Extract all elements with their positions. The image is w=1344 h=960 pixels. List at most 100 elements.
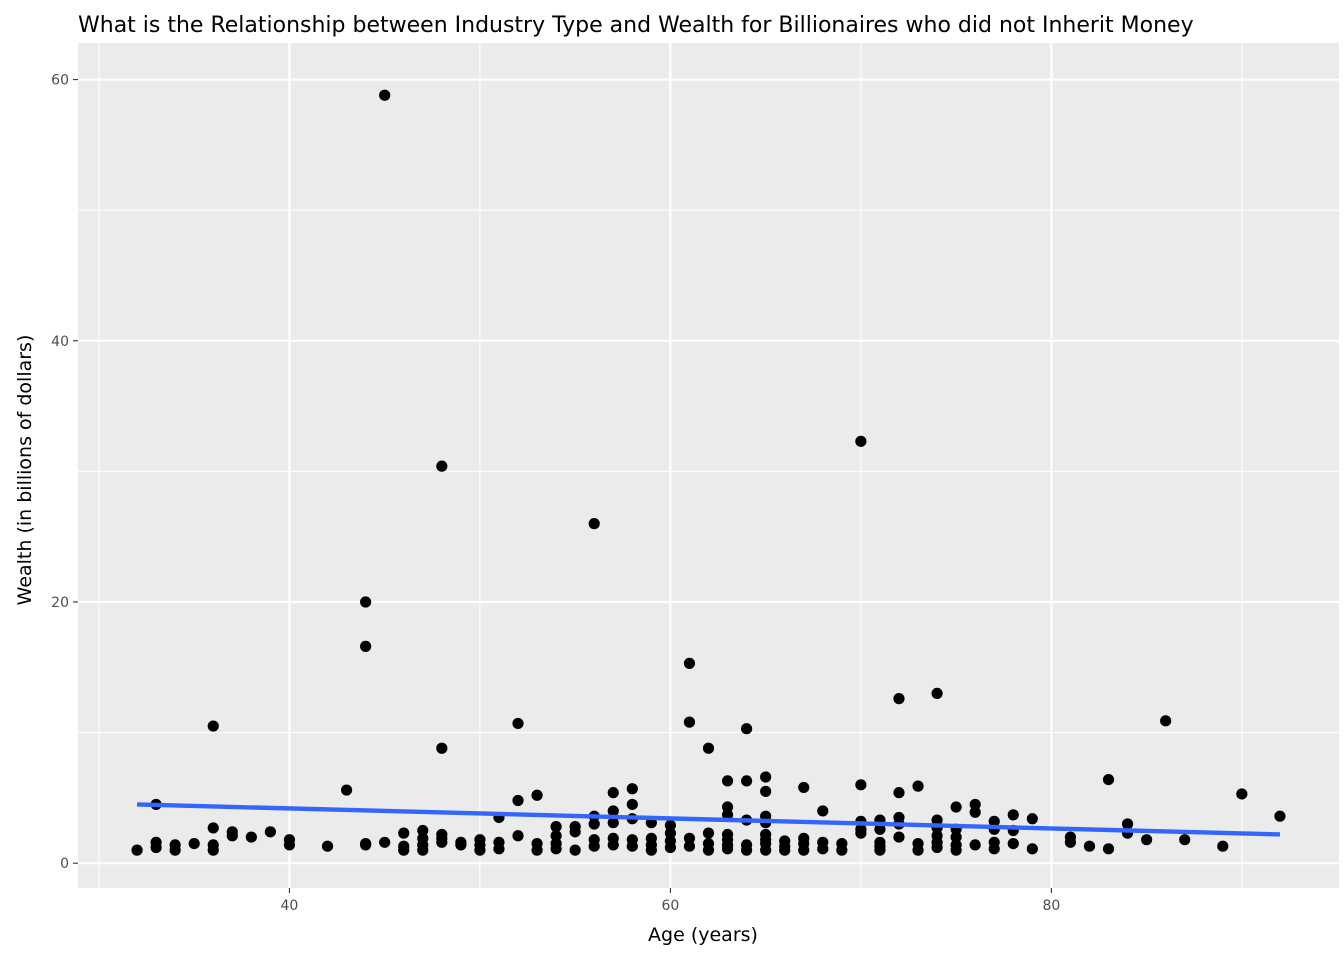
scatter-point	[626, 840, 638, 852]
scatter-point	[207, 822, 219, 834]
scatter-point	[969, 798, 981, 811]
scatter-point	[550, 843, 562, 855]
scatter-point	[531, 789, 543, 801]
scatter-point	[245, 831, 257, 843]
scatter-point	[1236, 788, 1248, 800]
scatter-point	[626, 798, 638, 811]
scatter-point	[417, 844, 429, 856]
scatter-point	[455, 839, 467, 851]
scatter-point	[855, 827, 867, 839]
scatter-point	[264, 826, 276, 838]
scatter-point	[398, 844, 410, 856]
scatter-point	[874, 844, 886, 856]
scatter-point	[474, 844, 486, 856]
scatter-point	[702, 827, 715, 839]
scatter-point	[379, 89, 391, 101]
scatter-point	[340, 784, 353, 796]
axis-ticks	[73, 79, 1052, 893]
scatter-point	[874, 823, 886, 835]
scatter-point	[321, 840, 334, 852]
scatter-point	[398, 827, 410, 839]
scatter-point	[817, 843, 829, 855]
scatter-point	[1007, 837, 1019, 850]
scatter-point	[436, 742, 448, 754]
scatter-point	[836, 844, 848, 856]
scatter-point	[760, 785, 772, 797]
scatter-point	[550, 821, 562, 833]
scatter-point	[969, 806, 981, 818]
scatter-point	[1064, 836, 1077, 848]
scatter-point	[1102, 773, 1115, 786]
y-axis-title: Wealth (in billions of dollars)	[14, 335, 36, 606]
scatter-point	[169, 844, 181, 856]
scatter-point	[188, 837, 200, 850]
scatter-point	[360, 640, 372, 652]
scatter-point	[512, 717, 524, 730]
scatter-point	[931, 687, 943, 700]
scatter-point	[207, 844, 219, 856]
scatter-point	[226, 830, 238, 842]
scatter-point	[721, 775, 734, 787]
scatter-point	[493, 843, 505, 855]
scatter-point	[950, 831, 962, 843]
scatter-point	[664, 827, 677, 839]
x-tick-labels: 40 60 80	[281, 898, 1061, 914]
scatter-point	[950, 844, 962, 856]
x-tick-label: 40	[281, 898, 299, 914]
scatter-point	[607, 817, 619, 829]
scatter-point	[779, 844, 791, 856]
plot-panel	[78, 43, 1339, 888]
scatter-point	[1083, 840, 1096, 852]
scatter-point	[740, 844, 753, 856]
scatter-point	[1274, 810, 1286, 822]
scatter-point	[740, 775, 753, 787]
scatter-point	[1179, 834, 1191, 846]
scatter-point	[150, 841, 162, 854]
scatter-point	[417, 824, 429, 837]
y-tick-label: 20	[51, 595, 69, 611]
y-tick-label: 0	[60, 856, 69, 872]
scatter-point	[950, 801, 962, 813]
scatter-point	[912, 844, 924, 856]
scatter-point	[683, 840, 696, 852]
scatter-point	[721, 843, 734, 855]
scatter-point	[893, 787, 905, 799]
scatter-point	[969, 839, 981, 851]
major-grid	[78, 43, 1339, 888]
scatter-point	[760, 844, 772, 856]
scatter-point	[683, 657, 696, 669]
scatter-point	[550, 830, 562, 842]
scatter-point	[207, 720, 219, 732]
trend-line	[136, 802, 1281, 837]
scatter-point	[740, 723, 753, 735]
scatter-point	[798, 781, 810, 794]
scatter-point	[893, 831, 905, 843]
scatter-point	[588, 818, 600, 830]
scatter-point	[569, 844, 581, 856]
scatter-point	[283, 839, 296, 851]
scatter-point	[1026, 813, 1038, 825]
scatter-point	[988, 815, 1000, 827]
scatter-point	[931, 841, 943, 854]
scatter-point	[1026, 843, 1038, 855]
scatter-point	[1141, 834, 1153, 846]
scatter-point	[360, 839, 372, 851]
scatter-point	[645, 844, 657, 856]
scatter-point	[683, 716, 696, 728]
scatter-point	[607, 787, 619, 799]
scatter-point	[1217, 840, 1229, 852]
scatter-point	[607, 805, 619, 817]
scatter-point	[931, 814, 943, 826]
scatter-point	[131, 844, 143, 856]
scatter-point	[607, 839, 619, 851]
chart-title: What is the Relationship between Industr…	[78, 13, 1194, 38]
y-tick-label: 60	[51, 73, 69, 89]
scatter-point	[855, 779, 867, 791]
scatter-point	[702, 742, 715, 754]
scatter-point	[360, 596, 372, 608]
y-tick-labels: 0 20 40 60	[51, 73, 69, 873]
scatter-point	[436, 460, 448, 472]
scatter-point	[626, 783, 638, 795]
scatter-point	[683, 832, 696, 844]
scatter-point	[512, 794, 524, 807]
